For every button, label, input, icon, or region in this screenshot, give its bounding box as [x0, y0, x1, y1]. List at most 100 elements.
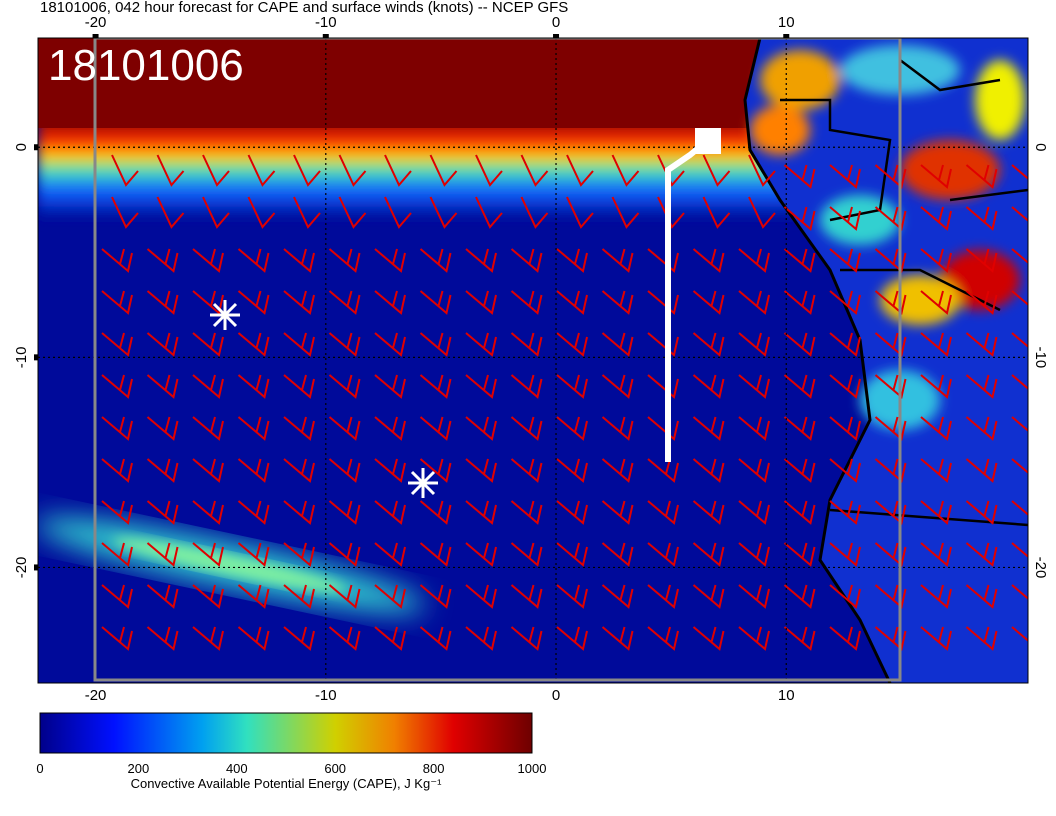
wind-barb	[419, 416, 452, 441]
wind-barb	[510, 248, 543, 273]
wind-barb	[101, 374, 133, 399]
wind-barb	[101, 290, 133, 315]
wind-barb	[328, 248, 361, 273]
wind-barb	[611, 154, 640, 187]
wind-barb	[702, 196, 731, 229]
wind-barb	[920, 458, 952, 483]
wind-barb	[465, 584, 497, 609]
wind-barb	[419, 290, 452, 315]
wind-barb	[146, 626, 179, 651]
wind-barb	[328, 458, 361, 483]
wind-barb	[237, 626, 270, 651]
wind-barb	[419, 626, 452, 651]
lon-tick-label: -20	[85, 14, 107, 31]
colorbar-tick-label: 0	[36, 761, 43, 776]
lon-tick-label: -10	[315, 14, 337, 31]
wind-barb	[475, 196, 503, 229]
wind-barb	[237, 584, 270, 609]
wind-barb	[283, 248, 315, 273]
wind-barb	[738, 290, 770, 315]
wind-barb	[293, 154, 321, 187]
wind-barb	[283, 332, 315, 357]
wind-barb	[146, 290, 179, 315]
wind-barb	[192, 374, 224, 399]
wind-barb	[247, 154, 276, 187]
wind-barb	[156, 196, 185, 229]
wind-barb	[510, 626, 543, 651]
wind-barb	[601, 332, 634, 357]
wind-barb	[556, 416, 588, 441]
wind-barb	[192, 500, 224, 525]
colorbar-label: Convective Available Potential Energy (C…	[131, 776, 442, 791]
wind-barb	[601, 542, 634, 567]
map	[38, 38, 1028, 683]
wind-barb	[510, 416, 543, 441]
wind-barb	[601, 626, 634, 651]
wind-barb	[374, 626, 406, 651]
wind-barb	[146, 248, 179, 273]
wind-barb	[510, 290, 543, 315]
wind-barb	[965, 374, 998, 399]
wind-barb	[556, 500, 588, 525]
wind-barb	[510, 458, 543, 483]
wind-barb	[192, 626, 224, 651]
lat-tick-label: -10	[1032, 347, 1049, 369]
wind-barb	[192, 416, 224, 441]
wind-barb	[601, 416, 634, 441]
colorbar	[39, 712, 533, 754]
wind-barb	[965, 416, 998, 441]
wind-barb	[692, 626, 725, 651]
wind-barb	[520, 196, 549, 229]
wind-barb	[556, 458, 588, 483]
wind-barb	[556, 248, 588, 273]
wind-barb	[965, 584, 998, 609]
wind-barb	[920, 542, 952, 567]
wind-barb	[146, 332, 179, 357]
wind-barb	[647, 542, 679, 567]
wind-barb	[738, 542, 770, 567]
wind-barb	[419, 584, 452, 609]
wind-barb	[156, 154, 185, 187]
wind-barb	[146, 542, 179, 567]
wind-barb	[202, 196, 230, 229]
wind-barb	[647, 584, 679, 609]
wind-barb	[328, 626, 361, 651]
wind-barb	[692, 332, 725, 357]
lat-tick-label: 0	[13, 143, 30, 151]
wind-barb	[374, 332, 406, 357]
wind-barb	[692, 248, 725, 273]
wind-barb	[692, 374, 725, 399]
wind-barb	[601, 584, 634, 609]
wind-barb	[692, 458, 725, 483]
wind-barb	[965, 290, 998, 315]
wind-barb	[829, 458, 861, 483]
wind-barb	[465, 626, 497, 651]
wind-barb	[283, 626, 315, 651]
wind-barb	[920, 416, 952, 441]
wind-barb	[374, 374, 406, 399]
wind-barb	[237, 416, 270, 441]
wind-barb	[283, 458, 315, 483]
lon-tick-label: -20	[85, 687, 107, 704]
wind-barb	[1011, 164, 1028, 180]
wind-barb	[647, 626, 679, 651]
lat-tick-label: 0	[1032, 143, 1049, 151]
wind-barb	[738, 458, 770, 483]
wind-barb	[965, 626, 998, 651]
lon-tick-label: 10	[778, 14, 795, 31]
lat-tick-label: -20	[13, 557, 30, 579]
wind-barb	[657, 196, 685, 229]
wind-barb	[328, 332, 361, 357]
wind-barb	[783, 626, 816, 651]
wind-barb	[738, 584, 770, 609]
wind-barb	[692, 290, 725, 315]
wind-barb	[829, 542, 861, 567]
wind-barb	[111, 154, 139, 187]
wind-barb	[738, 248, 770, 273]
colorbar-tick-label: 600	[324, 761, 346, 776]
wind-barb	[374, 248, 406, 273]
wind-barb	[965, 206, 998, 231]
lon-tick-label: -10	[315, 687, 337, 704]
wind-barb	[419, 332, 452, 357]
wind-barb	[429, 196, 458, 229]
